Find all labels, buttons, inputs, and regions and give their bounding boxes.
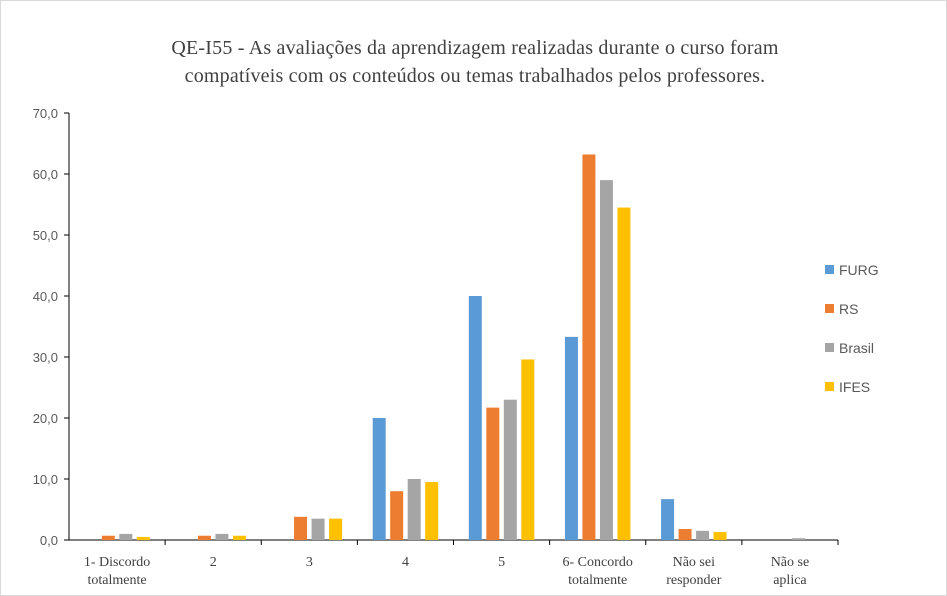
- bar-ifes: [617, 207, 631, 541]
- bar-brasil: [311, 518, 325, 540]
- bar-ifes: [232, 535, 246, 540]
- legend-swatch-furg: [825, 265, 834, 274]
- bar-furg: [372, 418, 386, 540]
- x-category-label: aplica: [773, 573, 807, 588]
- x-category-label: responder: [666, 573, 722, 588]
- x-category-label: 4: [402, 555, 409, 570]
- bar-rs: [294, 516, 308, 540]
- chart-title: QE-I55 - As avaliações da aprendizagem r…: [60, 34, 890, 90]
- legend-label-brasil: Brasil: [839, 340, 874, 356]
- bar-brasil: [503, 399, 517, 540]
- bar-rs: [197, 535, 211, 540]
- x-category-label: totalmente: [568, 573, 627, 588]
- bar-brasil: [407, 479, 421, 540]
- legend-swatch-ifes: [825, 382, 834, 391]
- y-tick-label: 10,0: [33, 472, 58, 487]
- chart-title-line-2: compatíveis com os conteúdos ou temas tr…: [184, 65, 766, 87]
- y-tick-label: 50,0: [33, 228, 58, 243]
- legend-label-ifes: IFES: [839, 379, 870, 395]
- bar-ifes: [425, 482, 439, 540]
- legend-swatch-rs: [825, 304, 834, 313]
- y-tick-label: 40,0: [33, 289, 58, 304]
- x-category-label: 2: [210, 555, 217, 570]
- x-category-label: 6- Concordo: [562, 555, 632, 570]
- bar-brasil: [696, 530, 710, 540]
- bar-rs: [486, 407, 500, 540]
- bar-brasil: [119, 533, 133, 540]
- bar-furg: [661, 499, 675, 540]
- x-category-label: Não se: [771, 555, 810, 570]
- bar-rs: [101, 535, 115, 540]
- x-category-label: 1- Discordo: [84, 555, 151, 570]
- y-tick-label: 70,0: [33, 106, 58, 121]
- bar-brasil: [215, 533, 229, 540]
- x-category-label: 5: [498, 555, 505, 570]
- bar-rs: [678, 529, 692, 540]
- y-tick-label: 30,0: [33, 350, 58, 365]
- x-category-label: totalmente: [88, 573, 147, 588]
- bar-ifes: [521, 359, 535, 540]
- bar-furg: [564, 336, 578, 540]
- chart-title-line-1: QE-I55 - As avaliações da aprendizagem r…: [171, 37, 779, 59]
- bar-brasil: [599, 180, 613, 540]
- legend-swatch-brasil: [825, 343, 834, 352]
- bar-ifes: [329, 518, 343, 540]
- bar-ifes: [713, 532, 727, 540]
- bar-ifes: [136, 536, 150, 540]
- bar-brasil: [792, 538, 806, 540]
- x-category-label: Não sei: [673, 555, 715, 570]
- legend-label-furg: FURG: [839, 262, 879, 278]
- y-tick-label: 0,0: [40, 533, 58, 548]
- y-tick-label: 20,0: [33, 411, 58, 426]
- y-tick-label: 60,0: [33, 167, 58, 182]
- bar-rs: [582, 154, 596, 541]
- legend-label-rs: RS: [839, 301, 858, 317]
- x-category-label: 3: [306, 555, 313, 570]
- bar-rs: [390, 491, 404, 540]
- bar-furg: [468, 296, 482, 540]
